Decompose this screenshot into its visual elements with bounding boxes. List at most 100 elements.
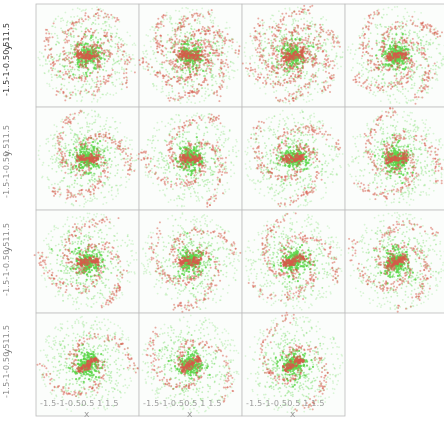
arm-particle bbox=[377, 64, 379, 66]
arm-particle bbox=[369, 87, 371, 89]
disk-particle bbox=[294, 18, 296, 20]
disk-particle bbox=[198, 18, 200, 20]
disk-particle bbox=[251, 40, 253, 42]
disk-particle bbox=[212, 65, 214, 67]
disk-particle bbox=[192, 9, 194, 11]
disk-particle bbox=[225, 75, 227, 77]
arm-particle bbox=[204, 44, 206, 46]
arm-particle bbox=[165, 15, 167, 17]
disk-particle bbox=[304, 78, 306, 80]
arm-particle bbox=[179, 83, 181, 85]
arm-particle bbox=[312, 76, 314, 78]
disk-particle bbox=[291, 36, 293, 38]
bar-particle bbox=[303, 57, 305, 59]
arm-particle bbox=[66, 73, 68, 75]
disk-particle bbox=[322, 44, 324, 46]
arm-particle bbox=[211, 9, 213, 11]
disk-particle bbox=[260, 72, 262, 74]
arm-particle bbox=[303, 46, 305, 48]
arm-particle bbox=[159, 23, 161, 25]
arm-particle bbox=[168, 62, 170, 64]
arm-particle bbox=[108, 77, 110, 79]
arm-particle bbox=[304, 86, 306, 88]
arm-particle bbox=[165, 84, 167, 86]
disk-particle bbox=[104, 62, 106, 64]
arm-particle bbox=[407, 53, 409, 55]
disk-particle bbox=[409, 30, 411, 32]
disk-particle bbox=[425, 44, 427, 46]
arm-particle bbox=[292, 73, 294, 75]
disk-particle bbox=[118, 72, 120, 74]
disk-particle bbox=[111, 82, 113, 84]
bar-particle bbox=[281, 52, 283, 54]
arm-particle bbox=[285, 13, 287, 15]
arm-particle bbox=[209, 33, 211, 35]
arm-particle bbox=[277, 68, 279, 70]
arm-particle bbox=[410, 71, 412, 73]
disk-particle bbox=[186, 31, 188, 33]
arm-particle bbox=[125, 82, 127, 84]
arm-particle bbox=[178, 76, 180, 78]
disk-particle bbox=[42, 65, 44, 67]
arm-particle bbox=[103, 35, 105, 37]
arm-particle bbox=[279, 84, 281, 86]
arm-particle bbox=[275, 55, 277, 57]
arm-particle bbox=[203, 64, 205, 66]
arm-particle bbox=[191, 35, 193, 37]
disk-particle bbox=[179, 35, 181, 37]
arm-particle bbox=[88, 30, 90, 32]
disk-particle bbox=[412, 99, 414, 101]
core-particle bbox=[202, 59, 204, 61]
disk-particle bbox=[318, 68, 320, 70]
disk-particle bbox=[441, 63, 443, 65]
core-particle bbox=[294, 38, 296, 40]
arm-particle bbox=[284, 70, 286, 72]
disk-particle bbox=[417, 18, 419, 20]
arm-particle bbox=[277, 99, 279, 101]
arm-particle bbox=[382, 51, 384, 53]
disk-particle bbox=[204, 75, 206, 77]
disk-particle bbox=[259, 21, 261, 23]
arm-particle bbox=[277, 83, 279, 85]
disk-particle bbox=[80, 100, 82, 102]
arm-particle bbox=[327, 61, 329, 63]
arm-particle bbox=[216, 52, 218, 54]
disk-particle bbox=[284, 89, 286, 91]
disk-particle bbox=[438, 52, 440, 54]
arm-particle bbox=[201, 40, 203, 42]
disk-particle bbox=[418, 52, 420, 54]
arm-particle bbox=[110, 14, 112, 16]
disk-particle bbox=[322, 69, 324, 71]
disk-particle bbox=[211, 12, 213, 14]
arm-particle bbox=[201, 84, 203, 86]
arm-particle bbox=[320, 32, 322, 34]
arm-particle bbox=[329, 91, 331, 93]
disk-particle bbox=[420, 12, 422, 14]
arm-particle bbox=[207, 11, 209, 13]
disk-particle bbox=[228, 76, 230, 78]
disk-particle bbox=[74, 85, 76, 87]
disk-particle bbox=[56, 35, 58, 37]
arm-particle bbox=[319, 24, 321, 26]
disk-particle bbox=[113, 94, 115, 96]
arm-particle bbox=[82, 20, 84, 22]
disk-particle bbox=[175, 10, 177, 12]
arm-particle bbox=[434, 73, 436, 75]
bar-particle bbox=[97, 54, 99, 56]
disk-particle bbox=[118, 60, 120, 62]
disk-particle bbox=[59, 54, 61, 56]
arm-particle bbox=[317, 47, 319, 49]
arm-particle bbox=[421, 91, 423, 93]
arm-particle bbox=[408, 44, 410, 46]
arm-particle bbox=[85, 62, 87, 64]
arm-particle bbox=[292, 35, 294, 37]
arm-particle bbox=[278, 29, 280, 31]
arm-particle bbox=[395, 28, 397, 30]
disk-particle bbox=[193, 81, 195, 83]
arm-particle bbox=[331, 75, 333, 77]
disk-particle bbox=[412, 87, 414, 89]
disk-particle bbox=[72, 45, 74, 47]
disk-particle bbox=[303, 43, 305, 45]
disk-particle bbox=[150, 58, 152, 60]
disk-particle bbox=[163, 19, 165, 21]
